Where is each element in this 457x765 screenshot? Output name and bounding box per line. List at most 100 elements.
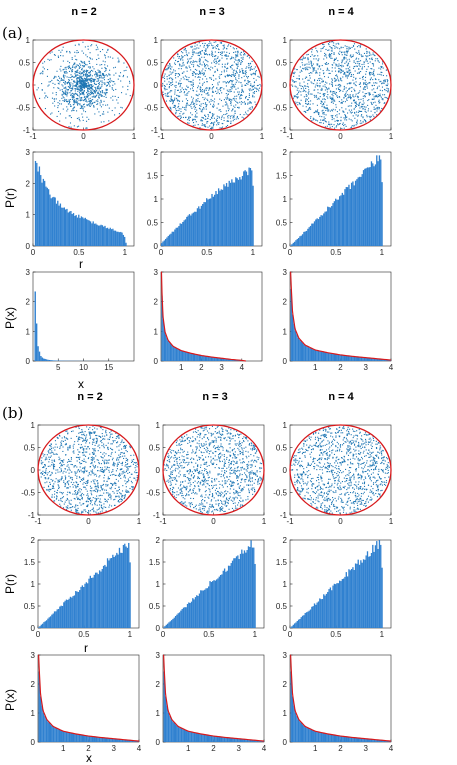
scatter-point (349, 83, 351, 85)
scatter-point (199, 86, 201, 88)
histogram-bar (55, 203, 58, 246)
scatter-point (122, 76, 124, 78)
scatter-point (86, 80, 88, 82)
scatter-point (101, 85, 103, 87)
scatter-point (184, 47, 186, 49)
scatter-point (87, 95, 89, 97)
scatter-point (75, 508, 77, 510)
histogram-bar (191, 213, 193, 246)
scatter-point (335, 91, 337, 94)
scatter-point (124, 471, 126, 474)
scatter-point (53, 466, 55, 468)
scatter-point (101, 90, 104, 92)
scatter-point (341, 66, 343, 68)
scatter-point (82, 107, 84, 109)
scatter-point (305, 76, 307, 78)
scatter-point (378, 95, 380, 98)
scatter-point (373, 116, 375, 118)
histogram-bar (231, 179, 233, 246)
scatter-point (341, 64, 343, 66)
scatter-point (328, 44, 330, 46)
scatter-point (356, 95, 359, 97)
scatter-point (186, 67, 188, 69)
scatter-point (223, 71, 225, 73)
scatter-point (296, 89, 298, 91)
scatter-point (325, 109, 327, 111)
scatter-point (171, 77, 173, 79)
scatter-point (112, 95, 114, 97)
scatter-point (105, 92, 107, 94)
scatter-point (65, 66, 67, 68)
scatter-point (106, 51, 108, 53)
scatter-point (125, 449, 127, 452)
scatter-point (215, 55, 217, 57)
scatter-point (217, 57, 219, 59)
scatter-point (315, 71, 318, 73)
scatter-point (292, 80, 294, 82)
scatter-point (77, 438, 79, 440)
scatter-point (225, 110, 227, 112)
scatter-point (86, 79, 88, 81)
scatter-point (41, 89, 43, 91)
scatter-point (359, 65, 361, 68)
scatter-point (199, 51, 201, 53)
scatter-point (359, 101, 361, 103)
scatter-point (363, 66, 366, 68)
scatter-point (353, 99, 355, 101)
scatter-point (204, 65, 206, 67)
scatter-point (178, 115, 180, 117)
scatter-point (129, 95, 131, 97)
scatter-point (302, 64, 304, 66)
scatter-point (345, 57, 347, 59)
scatter-point (81, 451, 84, 454)
scatter-point (206, 44, 208, 46)
scatter-point (170, 99, 173, 101)
scatter-point (106, 84, 108, 86)
scatter-point (101, 510, 103, 512)
scatter-point (247, 102, 249, 104)
scatter-point (118, 488, 120, 491)
scatter-point (197, 54, 199, 56)
scatter-point (78, 457, 80, 459)
scatter-point (377, 94, 379, 96)
histogram-bar (44, 180, 46, 246)
scatter-point (225, 82, 227, 84)
scatter-point (84, 466, 86, 468)
scatter-point (94, 71, 97, 73)
scatter-point (120, 477, 122, 479)
scatter-point (125, 464, 127, 466)
scatter-point (304, 57, 306, 59)
scatter-point (206, 121, 208, 123)
scatter-point (329, 83, 331, 85)
scatter-point (73, 97, 75, 99)
scatter-point (103, 469, 106, 471)
scatter-point (237, 91, 239, 93)
scatter-point (45, 467, 47, 470)
scatter-point (361, 63, 363, 66)
scatter-point (343, 127, 345, 129)
scatter-point (42, 73, 44, 75)
scatter-point (380, 96, 382, 98)
scatter-point (323, 102, 325, 105)
scatter-point (224, 54, 226, 56)
scatter-point (88, 432, 90, 434)
scatter-point (86, 448, 88, 450)
scatter-point (178, 73, 180, 75)
scatter-point (77, 104, 79, 106)
scatter-point (98, 463, 100, 465)
scatter-point (236, 116, 238, 119)
scatter-point (233, 51, 235, 54)
scatter-point (98, 96, 100, 98)
histogram-bar (51, 360, 53, 361)
histogram-bar (359, 357, 361, 361)
scatter-point (83, 103, 85, 105)
scatter-point (98, 72, 100, 74)
scatter-point (114, 83, 116, 85)
scatter-point (217, 91, 219, 93)
scatter-point (362, 100, 364, 102)
scatter-point (106, 75, 108, 77)
scatter-point (337, 60, 339, 62)
scatter-point (76, 471, 78, 473)
scatter-point (97, 487, 99, 489)
scatter-point (71, 477, 73, 479)
